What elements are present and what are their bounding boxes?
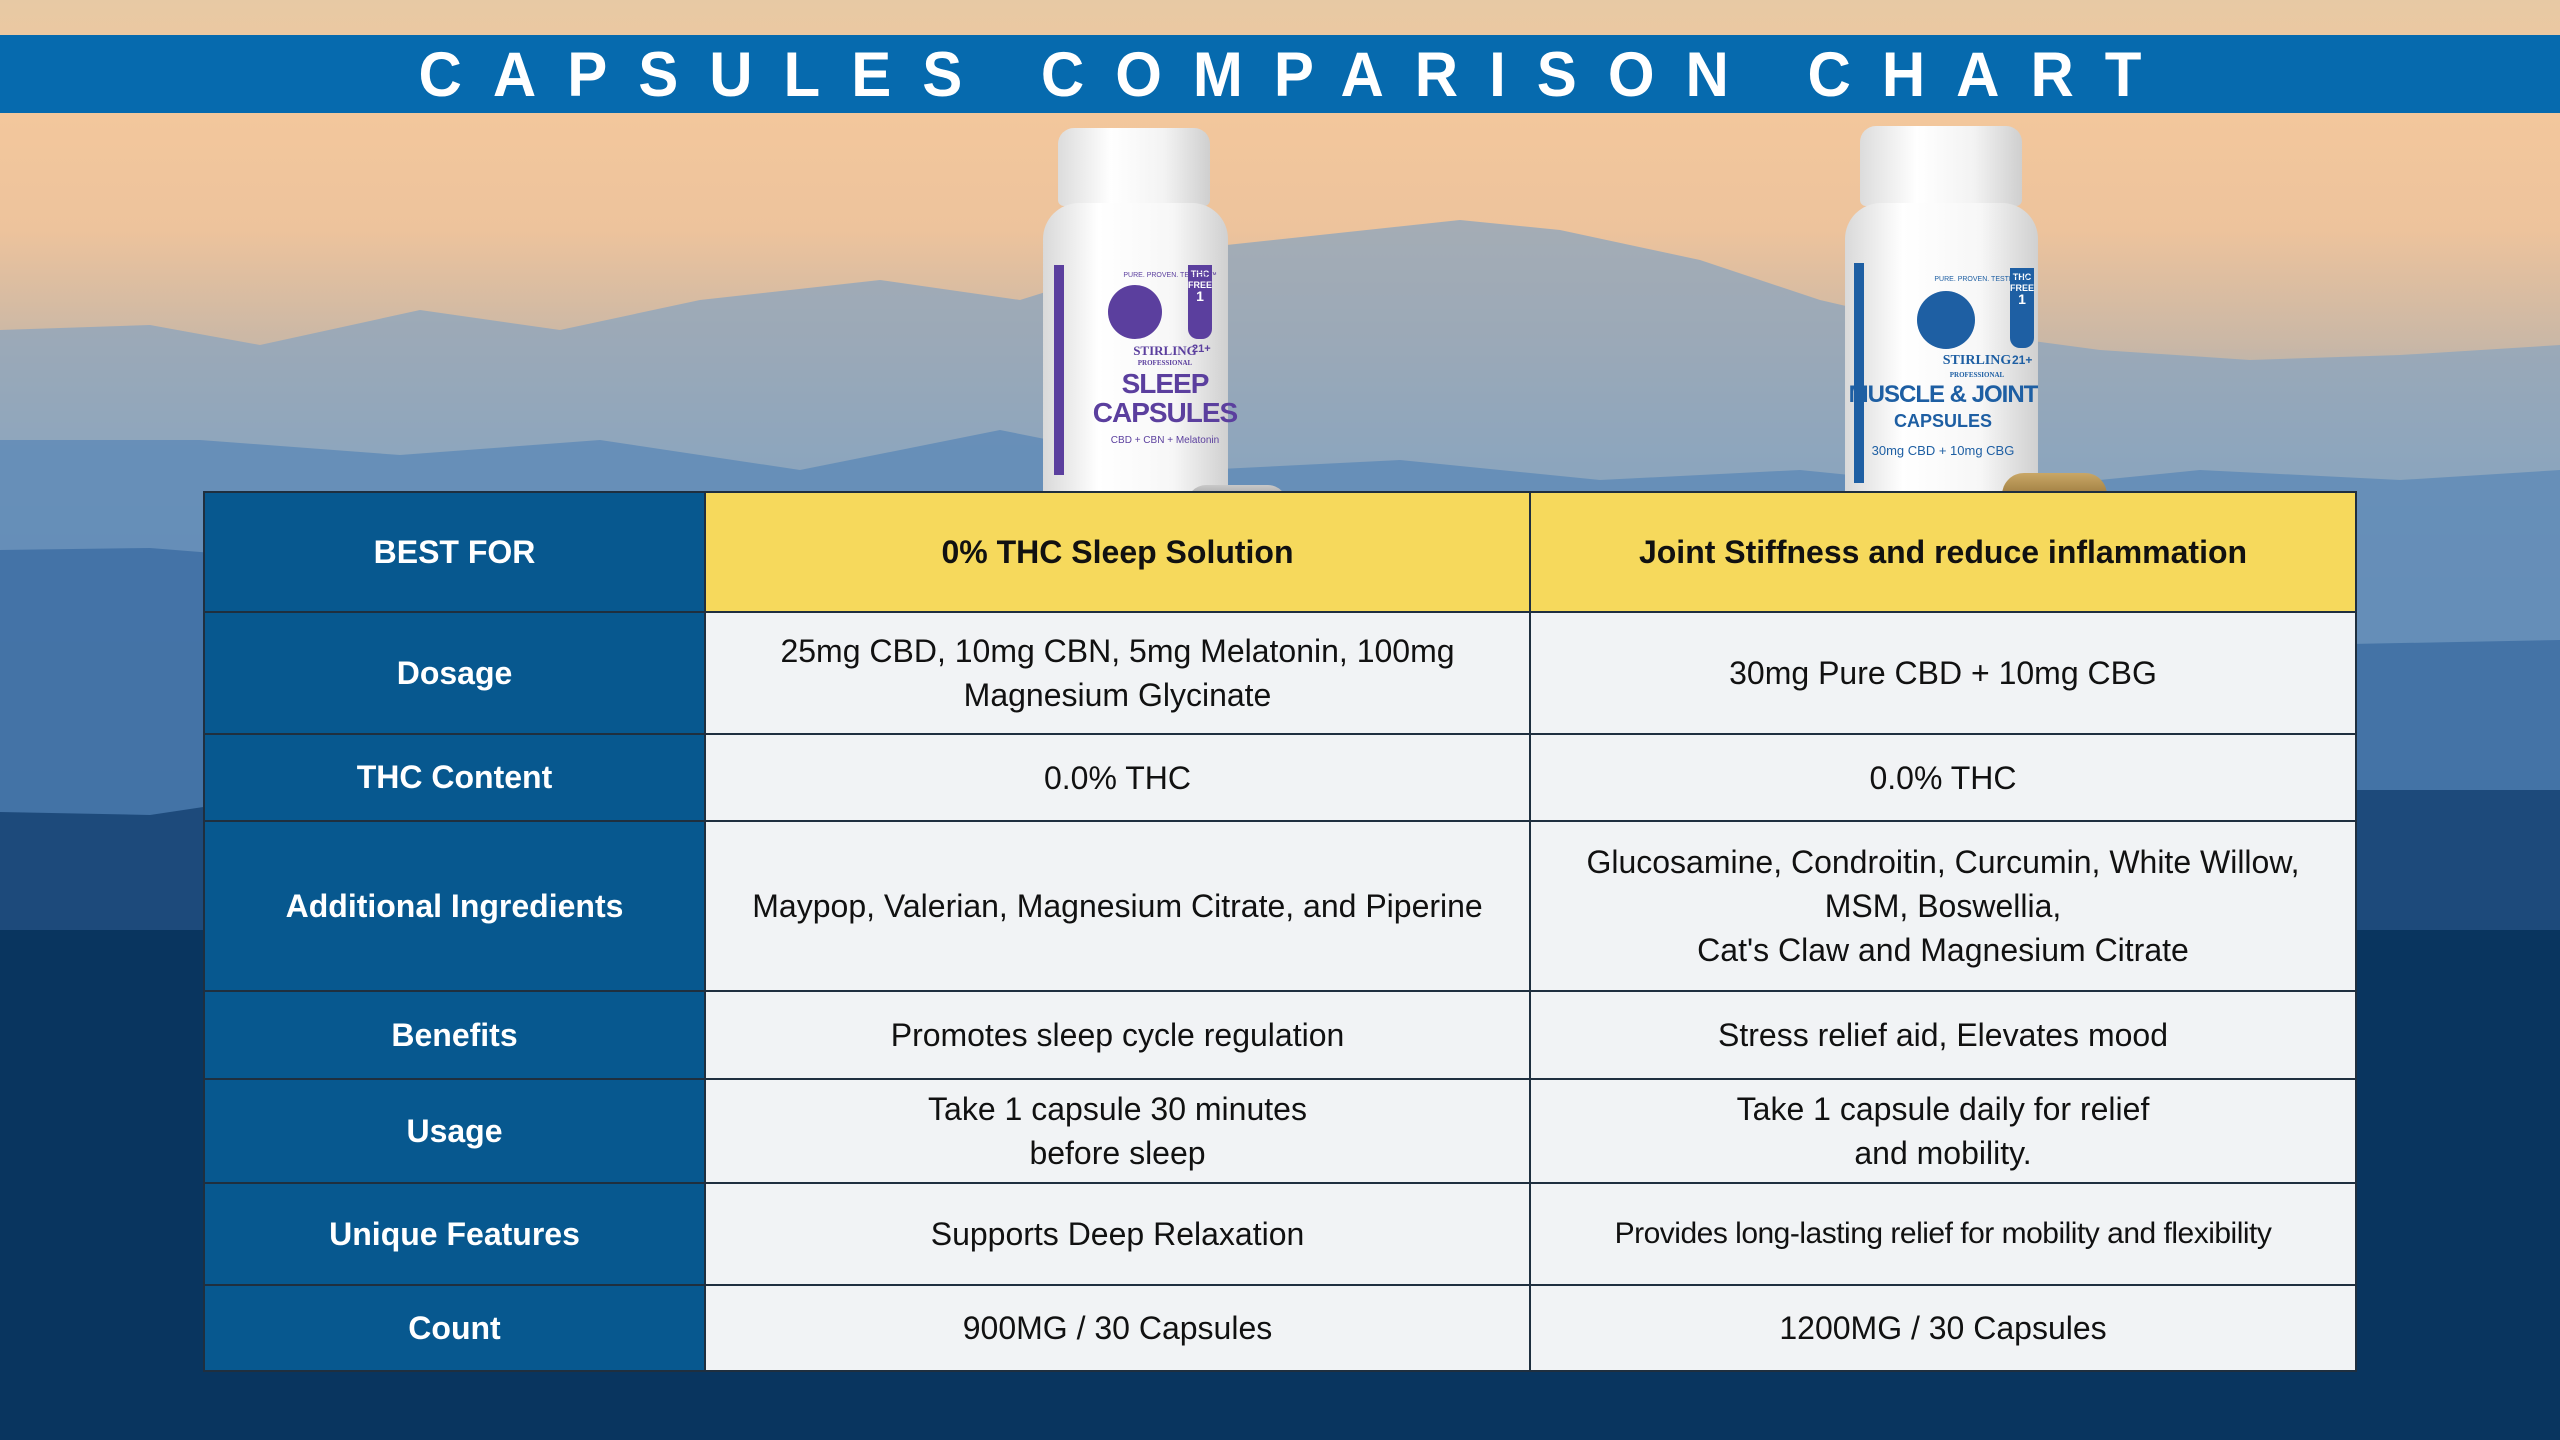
thc-free-badge: THC FREE 1: [2010, 268, 2034, 348]
bottle-cap: [1860, 126, 2022, 206]
table-row: Dosage 25mg CBD, 10mg CBN, 5mg Melatonin…: [203, 611, 2357, 735]
table-cell: 30mg Pure CBD + 10mg CBG: [1529, 611, 2357, 735]
comparison-table: BEST FOR 0% THC Sleep Solution Joint Sti…: [203, 491, 2357, 1372]
row-label: THC Content: [203, 733, 706, 822]
row-label: BEST FOR: [203, 491, 706, 613]
table-cell: 900MG / 30 Capsules: [704, 1284, 1531, 1372]
bottle-body: [1845, 203, 2038, 518]
table-cell: Supports Deep Relaxation: [704, 1182, 1531, 1286]
table-cell: Glucosamine, Condroitin, Curcumin, White…: [1529, 820, 2357, 992]
bottle-cap: [1058, 128, 1210, 206]
row-label: Dosage: [203, 611, 706, 735]
table-cell: Take 1 capsule 30 minutes before sleep: [704, 1078, 1531, 1184]
table-row: Usage Take 1 capsule 30 minutes before sl…: [203, 1078, 2357, 1184]
row-label: Usage: [203, 1078, 706, 1184]
product-image-sleep-capsules: THC FREE 1 PURE. PROVEN. TESTED.™ STIRLIN…: [1040, 125, 1290, 525]
table-row: Additional Ingredients Maypop, Valerian,…: [203, 820, 2357, 992]
row-label: Count: [203, 1284, 706, 1372]
table-cell: Take 1 capsule daily for relief and mobil…: [1529, 1078, 2357, 1184]
table-cell: Provides long-lasting relief for mobilit…: [1529, 1182, 2357, 1286]
table-cell: Promotes sleep cycle regulation: [704, 990, 1531, 1080]
row-label: Additional Ingredients: [203, 820, 706, 992]
table-header-row: BEST FOR 0% THC Sleep Solution Joint Sti…: [203, 491, 2357, 613]
brand-logo-icon: [1917, 291, 1975, 349]
brand-logo-icon: [1108, 285, 1162, 339]
table-cell: Maypop, Valerian, Magnesium Citrate, and…: [704, 820, 1531, 992]
thc-free-badge: THC FREE 1: [1188, 265, 1212, 339]
table-row: THC Content 0.0% THC 0.0% THC: [203, 733, 2357, 822]
table-cell: 1200MG / 30 Capsules: [1529, 1284, 2357, 1372]
table-row: Unique Features Supports Deep Relaxation…: [203, 1182, 2357, 1286]
row-label: Unique Features: [203, 1182, 706, 1286]
table-cell: Stress relief aid, Elevates mood: [1529, 990, 2357, 1080]
title-banner: CAPSULES COMPARISON CHART: [0, 35, 2560, 113]
table-row: Count 900MG / 30 Capsules 1200MG / 30 Ca…: [203, 1284, 2357, 1372]
table-row: Benefits Promotes sleep cycle regulation…: [203, 990, 2357, 1080]
column-header-muscle-joint: Joint Stiffness and reduce inflammation: [1529, 491, 2357, 613]
bottle-body: [1043, 203, 1228, 503]
row-label: Benefits: [203, 990, 706, 1080]
table-cell: 0.0% THC: [704, 733, 1531, 822]
column-header-sleep: 0% THC Sleep Solution: [704, 491, 1531, 613]
table-cell: 25mg CBD, 10mg CBN, 5mg Melatonin, 100mg…: [704, 611, 1531, 735]
page-title: CAPSULES COMPARISON CHART: [418, 38, 2173, 110]
table-cell: 0.0% THC: [1529, 733, 2357, 822]
product-image-muscle-joint-capsules: THC FREE 1 PURE. PROVEN. TESTED.™ STIRLIN…: [1842, 123, 2112, 523]
